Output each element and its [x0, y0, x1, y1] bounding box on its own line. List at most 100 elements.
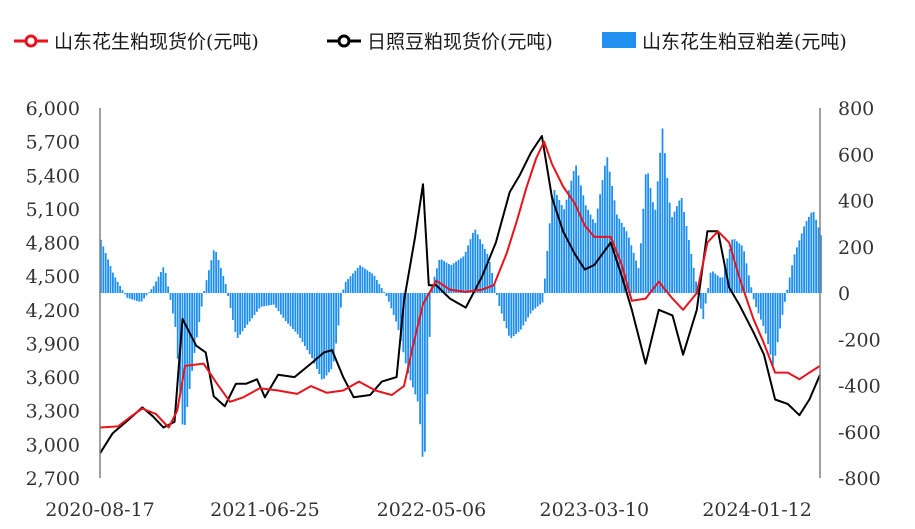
spread-bar — [162, 267, 165, 293]
spread-bar — [491, 273, 493, 293]
spread-bar — [695, 281, 697, 293]
spread-bar — [558, 199, 561, 293]
spread-bar — [364, 268, 366, 293]
spread-bar — [529, 293, 532, 314]
spread-bar — [301, 293, 304, 343]
spread-bar — [306, 293, 309, 351]
spread-bar — [299, 293, 301, 339]
spread-bar — [421, 293, 424, 457]
spread-bar — [577, 175, 580, 293]
y-left-tick-label: 5,700 — [26, 132, 80, 154]
spread-bar — [193, 293, 196, 353]
spread-bar — [378, 283, 381, 293]
y-right-tick-label: 400 — [838, 191, 874, 213]
spread-bar — [208, 270, 210, 293]
spread-bar — [522, 293, 525, 326]
spread-bar — [256, 293, 258, 312]
spread-bar — [347, 279, 349, 293]
spread-bar — [128, 293, 131, 299]
spread-bar — [486, 253, 489, 293]
spread-bar — [205, 280, 208, 293]
spread-bar — [560, 204, 563, 293]
spread-bar — [352, 273, 354, 293]
spread-bar — [709, 272, 712, 293]
spread-bar — [800, 233, 803, 293]
spread-bar — [618, 218, 621, 293]
spread-bar — [404, 293, 407, 364]
spread-bar — [712, 271, 714, 293]
spread-bar — [234, 293, 237, 332]
spread-bar — [692, 267, 695, 293]
spread-bar — [313, 293, 316, 364]
spread-bar — [572, 171, 575, 293]
spread-bar — [390, 293, 393, 309]
spread-bar — [481, 244, 484, 293]
spread-bar — [714, 273, 717, 293]
spread-bar — [731, 239, 733, 293]
spread-bar — [596, 208, 599, 293]
spread-bar — [294, 293, 297, 332]
spread-bar — [368, 271, 371, 293]
spread-bar — [781, 293, 784, 315]
spread-bar — [769, 293, 772, 355]
spread-bar — [320, 293, 323, 380]
spread-bar — [565, 199, 568, 293]
spread-bar — [474, 229, 477, 293]
spread-bar — [700, 293, 702, 309]
spread-bar — [685, 225, 688, 293]
spread-bar — [546, 250, 549, 293]
spread-bar — [275, 293, 277, 308]
spread-bar — [282, 293, 285, 318]
spread-bar — [253, 293, 256, 316]
spread-bar — [553, 189, 556, 293]
spread-bar — [160, 272, 162, 293]
spread-bar — [172, 293, 174, 314]
spread-bar — [337, 293, 340, 326]
spread-bar — [191, 293, 193, 371]
spread-bar — [332, 293, 335, 362]
spread-bar — [642, 208, 645, 293]
spread-bar — [126, 293, 129, 298]
spread-bar — [138, 293, 141, 302]
spread-bar — [248, 293, 251, 322]
spread-bar — [817, 227, 820, 293]
spread-bar — [512, 293, 515, 337]
spread-bar — [805, 221, 808, 293]
spread-bar — [594, 222, 597, 293]
spread-bar — [407, 293, 409, 374]
y-right-tick-label: 800 — [838, 98, 874, 120]
spread-bar — [409, 293, 412, 381]
spread-bar — [392, 293, 395, 315]
spread-bar — [241, 293, 244, 332]
spread-bar — [457, 259, 460, 293]
spread-bar — [472, 232, 474, 293]
spread-bar — [174, 293, 177, 327]
legend-swatch-bar — [602, 32, 636, 48]
spread-bar — [752, 293, 755, 300]
y-left-tick-label: 3,300 — [26, 401, 80, 423]
spread-bar — [599, 194, 601, 293]
spread-bar — [102, 246, 105, 293]
y-left-tick-label: 3,000 — [26, 434, 80, 456]
spread-bar — [469, 239, 472, 293]
spread-bar — [200, 293, 203, 307]
spread-bar — [680, 197, 683, 293]
spread-bar — [500, 293, 503, 314]
spread-bar — [647, 173, 649, 293]
spread-bar — [210, 260, 213, 293]
soybean-meal-price-line — [99, 135, 821, 454]
spread-bar — [496, 293, 498, 295]
spread-bar — [534, 293, 537, 309]
spread-bar — [532, 293, 534, 311]
spread-bar — [796, 247, 798, 293]
spread-bar — [580, 185, 582, 293]
spread-bar — [424, 293, 426, 452]
spread-bar — [184, 293, 186, 425]
spread-bar — [121, 290, 124, 293]
spread-bar — [373, 275, 376, 293]
spread-bar — [760, 293, 762, 320]
price-lines — [99, 135, 821, 454]
spread-bar — [536, 293, 539, 307]
spread-bar — [196, 293, 198, 338]
